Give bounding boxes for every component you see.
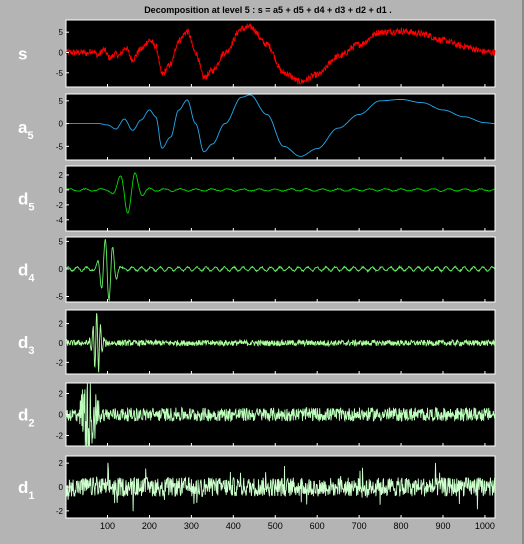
row-label-sub: 5 <box>28 202 34 214</box>
xtick-label: 100 <box>100 521 115 531</box>
row-label-sub: 3 <box>28 345 34 357</box>
series-line-d5 <box>65 172 495 214</box>
axes-a5 <box>65 93 496 161</box>
ytick-label: 0 <box>59 483 64 492</box>
xtick-label: 900 <box>435 521 450 531</box>
ytick-label: -2 <box>56 507 64 516</box>
xtick-label: 600 <box>310 521 325 531</box>
ytick-label: -2 <box>56 432 64 441</box>
row-label-main: d <box>18 478 28 497</box>
ytick-label: -2 <box>56 358 64 367</box>
row-label-main: s <box>18 45 27 64</box>
series-line-s <box>65 22 496 85</box>
xtick-label: 700 <box>352 521 367 531</box>
row-label-main: d <box>18 261 28 280</box>
ytick-label: 0 <box>59 186 64 195</box>
row-label-main: d <box>18 333 28 352</box>
row-label-d2: d2 <box>18 406 35 430</box>
ytick-label: 0 <box>59 48 64 57</box>
ytick-label: -5 <box>56 69 64 78</box>
ytick-label: -2 <box>56 201 64 210</box>
row-label-sub: 2 <box>28 418 34 430</box>
xtick-label: 1000 <box>475 521 495 531</box>
series-line-d3 <box>65 313 496 373</box>
ytick-label: -4 <box>56 216 64 225</box>
ytick-label: 2 <box>59 390 64 399</box>
row-label-d5: d5 <box>18 190 35 214</box>
subplot-s: 5 0 -5 s <box>18 19 496 88</box>
row-label-s: s <box>18 45 27 64</box>
series-line-d4 <box>65 239 496 302</box>
series-line-a5 <box>66 94 495 157</box>
ytick-label: -5 <box>56 142 64 151</box>
ytick-label: 2 <box>59 171 64 180</box>
row-label-d4: d4 <box>18 261 35 285</box>
row-label-main: d <box>18 190 28 209</box>
row-label-d3: d3 <box>18 333 35 357</box>
xtick-label: 300 <box>184 521 199 531</box>
row-label-a5: a5 <box>18 118 34 142</box>
series-line-d2 <box>65 382 496 447</box>
axes-s <box>65 19 496 88</box>
subplot-d5: 2 0 -2 -4 d5 <box>18 165 496 232</box>
row-label-main: d <box>18 406 28 425</box>
xtick-label: 800 <box>394 521 409 531</box>
ytick-label: 2 <box>59 320 64 329</box>
xtick-label: 500 <box>268 521 283 531</box>
subplot-a5: 50-5a5 <box>18 93 496 161</box>
ytick-label: 5 <box>59 28 64 37</box>
ytick-label: -5 <box>56 292 64 301</box>
axes-d4 <box>65 236 496 303</box>
row-label-sub: 1 <box>28 490 34 502</box>
series-line-d1 <box>65 462 496 512</box>
xtick-label: 400 <box>226 521 241 531</box>
row-label-sub: 4 <box>28 273 35 285</box>
axes-d5 <box>65 165 496 232</box>
ytick-label: 5 <box>59 97 64 106</box>
ytick-label: 0 <box>59 265 64 274</box>
ytick-label: 0 <box>59 411 64 420</box>
subplot-d2: 20-2d2 <box>18 382 496 447</box>
ytick-label: 5 <box>59 237 64 246</box>
ytick-label: 2 <box>59 459 64 468</box>
chart-title: Decomposition at level 5 : s = a5 + d5 +… <box>144 5 392 15</box>
subplot-d1: 2 0 -2 d1 <box>18 455 496 519</box>
xtick-label: 200 <box>142 521 157 531</box>
subplot-d3: 2 0 -2 d3 <box>18 309 496 375</box>
row-label-sub: 5 <box>27 130 33 142</box>
row-label-d1: d1 <box>18 478 35 502</box>
row-label-main: a <box>18 118 28 137</box>
ytick-label: 0 <box>59 339 64 348</box>
subplot-d4: 5 0 -5 d4 <box>18 236 496 303</box>
ytick-label: 0 <box>59 120 64 129</box>
